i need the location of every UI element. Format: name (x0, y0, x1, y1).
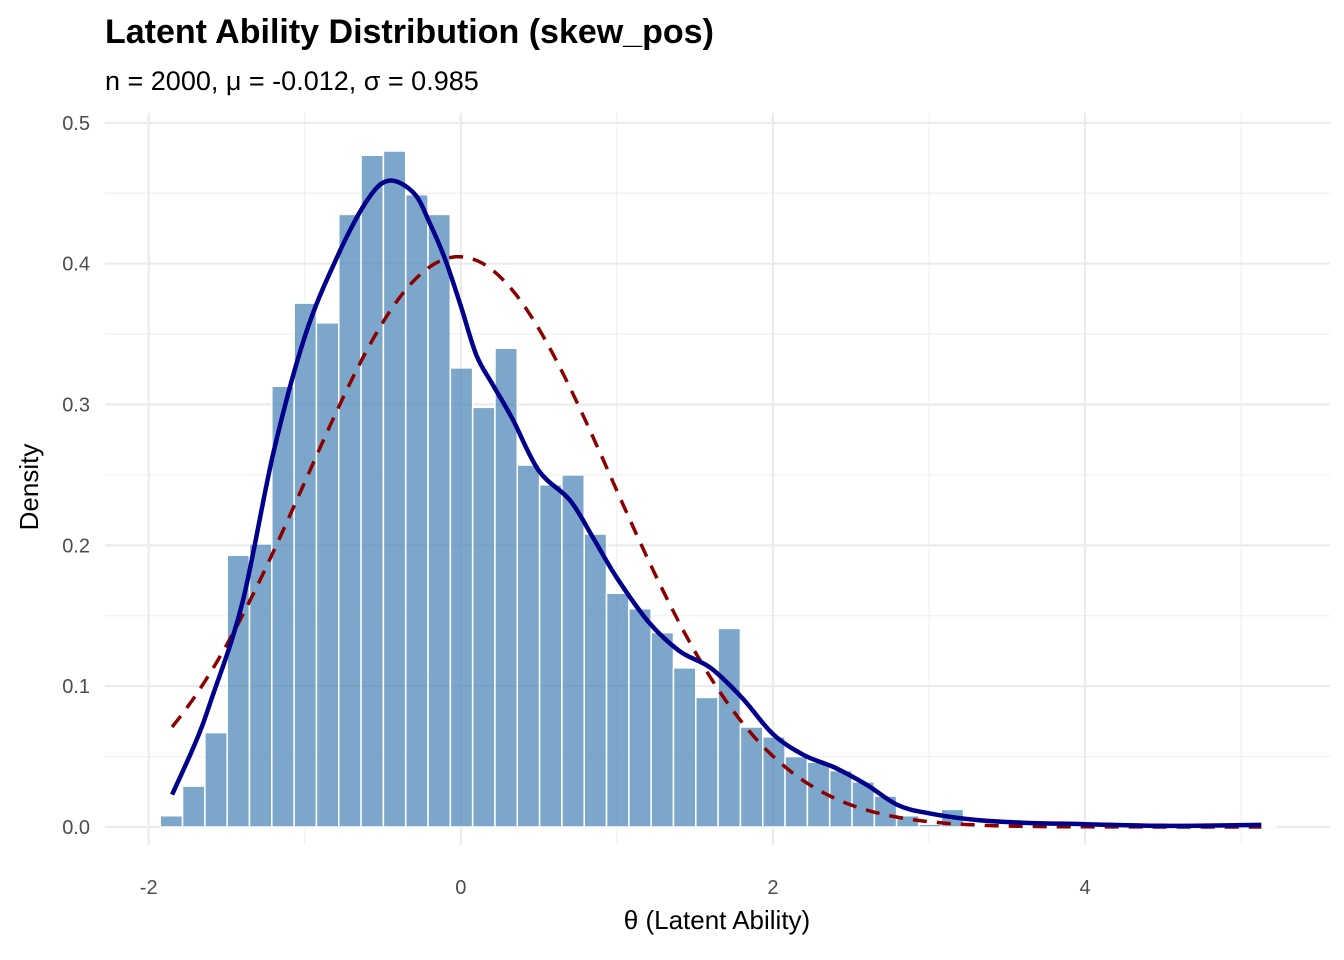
histogram-bar (204, 731, 228, 828)
histogram-bar (427, 213, 452, 828)
x-tick-label: 0 (455, 877, 466, 899)
histogram-bar (561, 474, 585, 828)
histogram-bar (471, 406, 496, 828)
histogram-bar (404, 193, 429, 828)
y-tick-label: 0.3 (62, 395, 90, 417)
histogram-bar (382, 150, 407, 828)
y-tick-label: 0.2 (62, 535, 90, 557)
y-tick-label: 0.1 (62, 676, 90, 698)
histogram-bar (338, 213, 362, 828)
histogram-bar (784, 755, 809, 828)
x-axis-ticks: -2 0 2 4 (140, 877, 1091, 899)
x-tick-label: 4 (1079, 877, 1090, 899)
histogram-bar (717, 627, 742, 828)
y-axis-ticks: 0.0 0.1 0.2 0.3 0.4 0.5 (62, 113, 90, 839)
kde-curve (170, 178, 1262, 829)
histogram-bar (293, 302, 318, 828)
histogram-bars (159, 150, 1277, 828)
histogram-bar (628, 607, 652, 828)
histogram-bar (739, 726, 764, 828)
histogram-bar (672, 667, 697, 828)
histogram-bar (360, 154, 385, 828)
normal-curve (170, 254, 1262, 829)
histogram-bar (449, 367, 474, 828)
x-axis-title: θ (Latent Ability) (624, 905, 810, 935)
histogram-bar (583, 533, 608, 828)
histogram-bar (538, 484, 563, 828)
y-axis-title: Density (14, 444, 44, 531)
y-tick-label: 0.4 (62, 254, 90, 276)
chart-subtitle: n = 2000, μ = -0.012, σ = 0.985 (105, 66, 479, 96)
histogram-bar (315, 322, 340, 828)
histogram-bar (605, 592, 630, 828)
x-tick-label: -2 (140, 877, 158, 899)
histogram-bar (159, 814, 184, 828)
y-tick-label: 0.5 (62, 113, 90, 135)
x-tick-label: 2 (767, 877, 778, 899)
histogram-bar (695, 696, 719, 828)
histogram-bar (516, 464, 541, 828)
histogram-bar (248, 543, 273, 828)
histogram-bar (918, 823, 943, 828)
y-tick-label: 0.0 (62, 817, 90, 839)
histogram-bar (181, 785, 206, 828)
histogram-bar (650, 631, 675, 828)
chart-title: Latent Ability Distribution (skew_pos) (105, 13, 714, 51)
